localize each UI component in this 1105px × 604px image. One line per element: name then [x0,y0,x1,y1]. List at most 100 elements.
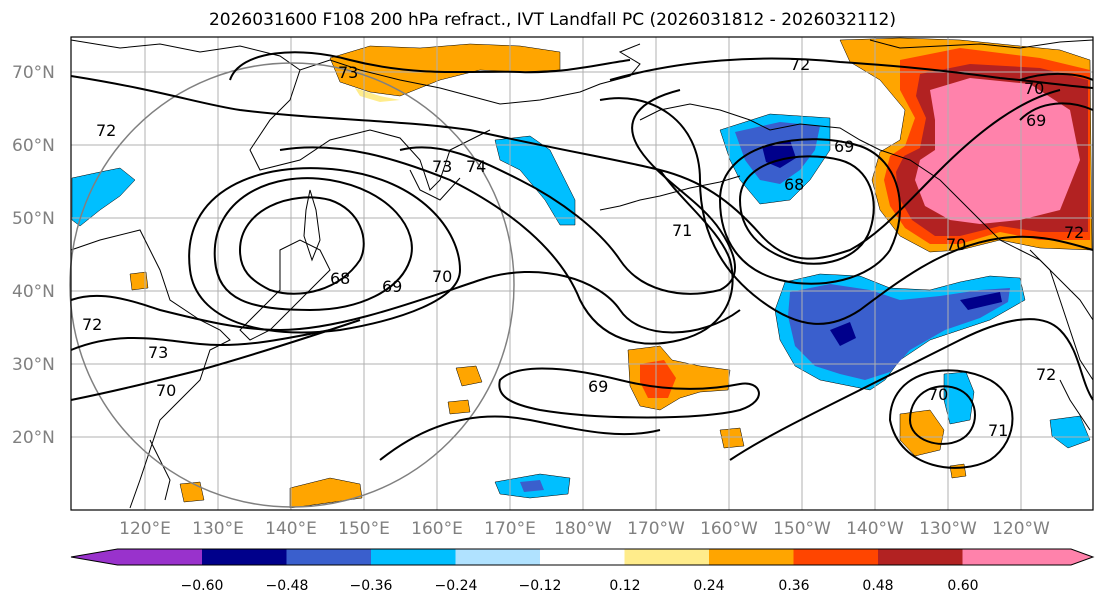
colorbar-tick-label: −0.12 [519,578,562,594]
contour-69-west [213,177,413,312]
contour-label: 68 [330,269,350,288]
shade-orange-se3 [949,463,967,479]
lon-label: 170°E [484,519,536,539]
colorbar [70,548,1095,566]
colorbar-tick-label: −0.48 [266,578,309,594]
shade-orange-s4 [179,481,205,503]
colorbar-ticks: −0.60 −0.48 −0.36 −0.24 −0.12 0.12 0.24 … [181,578,979,594]
shade-pink-alaska [915,78,1080,224]
colorbar-segment [371,549,456,565]
latitude-labels: 70°N 60°N 50°N 40°N 30°N 20°N [12,63,55,448]
coast-alaska [639,103,1094,321]
lon-label: 130°E [192,519,244,539]
contour-label: 69 [1026,111,1046,130]
colorbar-segment [202,549,287,565]
contour-70-west [188,167,462,334]
lon-label: 150°E [338,519,390,539]
colorbar-tick-label: 0.36 [778,578,809,594]
lon-label: 160°E [411,519,463,539]
contour-70-sw [70,319,361,401]
contour-73-mid [279,146,734,345]
contour-69-central [498,367,760,419]
colorbar-segment [709,549,794,565]
colorbar-tick-label: 0.24 [693,578,724,594]
colorbar-segment [878,549,963,565]
coast-kamchatka [409,169,461,201]
colorbar-tick-label: −0.60 [181,578,224,594]
colorbar-tick-label: −0.36 [350,578,393,594]
colorbar-tick-label: 0.12 [609,578,640,594]
lon-label: 150°W [773,519,831,539]
colorbar-segment [286,549,372,565]
shade-blue-eastpac [788,284,1010,380]
shade-navy-bering [762,140,796,168]
contour-label: 70 [156,381,176,400]
contour-72-north [70,75,1061,260]
reference-circle [69,62,515,508]
lat-label: 50°N [12,209,55,229]
contour-label: 73 [432,157,452,176]
lon-label: 160°W [700,519,758,539]
colorbar-segment [540,549,625,565]
contour-72-loop [609,57,1094,89]
colorbar-tick-label: −0.24 [435,578,478,594]
contour-label: 72 [1036,365,1056,384]
coast-baja [1059,379,1091,431]
contour-label: 70 [432,267,452,286]
shade-orange-s3 [289,477,363,509]
contour-69-ne [1019,102,1094,121]
contour-label: 69 [588,377,608,396]
lon-label: 170°W [627,519,685,539]
contour-label: 73 [148,343,168,362]
contour-label: 74 [466,157,486,176]
contour-label: 72 [96,121,116,140]
shade-orange-s1 [455,365,483,387]
contour-label: 69 [382,277,402,296]
coast-aleutians [599,175,741,211]
contour-label: 73 [338,63,358,82]
contour-68-east [738,155,875,265]
lat-label: 40°N [12,282,55,302]
contour-73-west [70,329,331,351]
lon-label: 180°W [554,519,612,539]
contour-70-se [908,385,976,445]
contour-73-north [229,51,631,81]
colorbar-tick-label: 0.48 [862,578,893,594]
lat-label: 70°N [12,63,55,83]
contour-label: 69 [834,137,854,156]
contour-70-ne [1019,72,1094,81]
colorbar-segment [962,549,1093,565]
coast-siberia [70,39,641,105]
longitude-labels: 120°E 130°E 140°E 150°E 160°E 170°E 180°… [119,519,1050,539]
contour-label: 72 [790,55,810,74]
contour-71 [599,97,1094,325]
shade-cyan-se2 [1049,415,1091,449]
colorbar-segment [793,549,879,565]
contour-label: 72 [82,315,102,334]
lon-label: 130°W [919,519,977,539]
shade-orange-siberia [329,43,561,97]
shade-navy-eastpac [830,322,856,346]
colorbar-segment [71,549,202,565]
contour-72-west [70,271,741,334]
lat-label: 60°N [12,136,55,156]
shade-orange-se [899,409,945,457]
contour-label: 70 [928,385,948,404]
contours [70,51,1094,469]
shade-navy-eastpac2 [960,292,1002,310]
shade-orange-se2 [719,427,745,449]
contour-label: 70 [1024,79,1044,98]
colorbar-outline [70,548,1095,566]
coast-sakhalin [303,189,321,262]
lat-label: 20°N [12,428,55,448]
coast-us-west [1029,249,1094,381]
colorbar-segment [455,549,541,565]
colorbar-tick-label: 0.60 [947,578,978,594]
contour-labels: 73 72 72 74 73 68 69 70 72 73 70 69 71 7… [82,55,1084,440]
contour-72-se [729,318,1094,461]
contour-label: 68 [784,175,804,194]
lon-label: 120°E [119,519,171,539]
lat-label: 30°N [12,355,55,375]
map-frame [70,36,1094,511]
